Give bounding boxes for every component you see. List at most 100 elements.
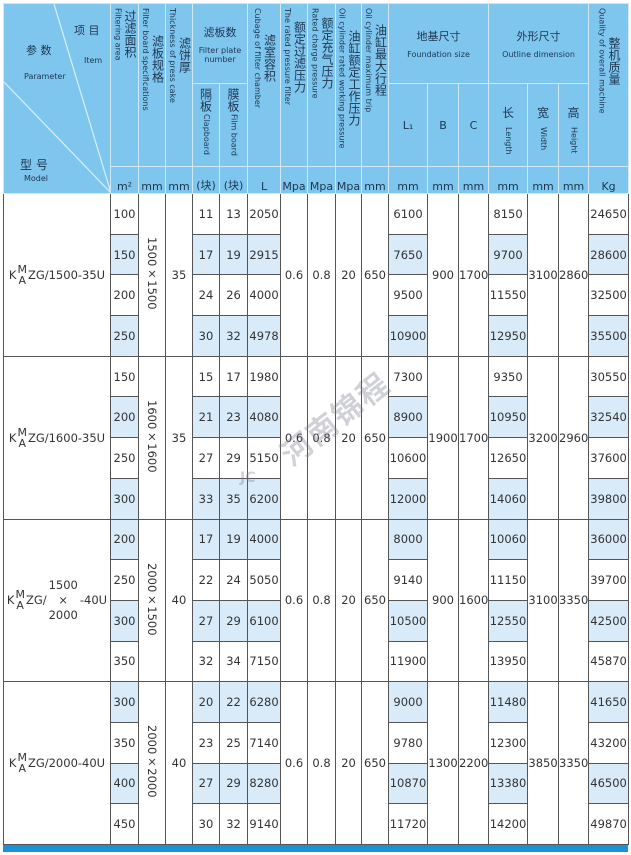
area-cell: 200	[110, 396, 139, 439]
spec-cell: 2000×2000	[138, 681, 166, 845]
col-length: 长 Length	[488, 83, 529, 167]
width-cell: 3100	[527, 518, 560, 683]
film-cell: 13	[218, 193, 249, 235]
col-group-plates: 滤板数 Filter plate number	[191, 3, 249, 84]
table-body: K M A ZG/1500-35U 100 1500×1500 35 11 13 2050 0.6 0…	[3, 193, 630, 845]
b-cell: 900	[427, 193, 460, 357]
col-weight: 整机质量 Quality of overall machine	[588, 3, 630, 167]
model-cell: K M A ZG/1500-35U	[3, 193, 111, 357]
clapboard-cell: 24	[192, 274, 220, 317]
l1-cell: 7650	[388, 233, 429, 276]
length-cell: 10060	[488, 518, 529, 561]
col-c: C	[458, 83, 490, 167]
area-cell: 350	[110, 721, 139, 764]
unit-clapboard: (块)	[192, 166, 220, 194]
film-cell: 25	[218, 721, 249, 764]
table-row: K M A ZG/1500 × 2000 -40U 200 2000×1500 40 17 19 400…	[3, 518, 630, 683]
l1-cell: 9000	[388, 681, 429, 723]
col-l1: L₁	[388, 83, 429, 167]
filter-pressure-cell: 0.6	[280, 681, 309, 845]
film-cell: 26	[218, 274, 249, 317]
unit-area: m²	[110, 166, 139, 194]
table-row: 350 32 34 7150 11900 13950 45870	[4, 640, 630, 683]
l1-cell: 10600	[388, 437, 429, 479]
area-cell: 450	[110, 803, 139, 845]
table-row: 250 30 32 4978 10900 12950 35500	[4, 315, 630, 357]
table-header: 参 数 Parameter 项 目 Item 型 号 Model 过滤面积 Fil…	[3, 3, 630, 194]
film-cell: 32	[218, 803, 249, 845]
film-cell: 32	[218, 315, 249, 357]
l1-cell: 9500	[388, 274, 429, 317]
unit-spec: mm	[138, 166, 166, 194]
unit-thickness: mm	[165, 166, 193, 194]
b-cell: 1300	[427, 681, 460, 845]
col-b: B	[427, 83, 460, 167]
table-row: K M A ZG/1600-35U 150 1600×1600 35 15 17 1980 0.6 0…	[3, 355, 630, 520]
table-row: 300 27 29 6100 10500 12550 42500	[4, 599, 630, 642]
area-cell: 150	[110, 233, 139, 276]
film-cell: 35	[218, 477, 249, 520]
length-cell: 12550	[488, 599, 529, 642]
volume-cell: 4978	[247, 315, 282, 357]
clapboard-cell: 27	[192, 599, 220, 642]
c-cell: 1600	[458, 518, 490, 683]
weight-cell: 39700	[588, 559, 630, 601]
filter-pressure-cell: 0.6	[280, 518, 309, 683]
working-pressure-cell: 20	[335, 355, 363, 520]
unit-height: mm	[558, 166, 590, 194]
clapboard-cell: 22	[192, 559, 220, 601]
clapboard-cell: 33	[192, 477, 220, 520]
col-working-pressure: 油缸额定工作压力 Oil cylinder rated working press…	[335, 3, 363, 167]
filter-pressure-cell: 0.6	[280, 193, 309, 357]
length-cell: 11550	[488, 274, 529, 317]
height-cell: 2860	[558, 193, 590, 357]
area-cell: 200	[110, 518, 139, 561]
unit-l1: mm	[388, 166, 429, 194]
film-cell: 29	[218, 762, 249, 805]
model-label-en: Model	[24, 174, 49, 183]
length-cell: 12650	[488, 437, 529, 479]
area-cell: 400	[110, 762, 139, 805]
thickness-cell: 35	[165, 193, 193, 357]
model-label-zh: 型 号	[20, 158, 48, 172]
unit-width: mm	[527, 166, 560, 194]
weight-cell: 28600	[588, 233, 630, 276]
weight-cell: 36000	[588, 518, 630, 561]
area-cell: 250	[110, 437, 139, 479]
volume-cell: 6100	[247, 599, 282, 642]
charge-pressure-cell: 0.8	[307, 355, 337, 520]
model-name: K M A ZG/1600-35U	[8, 425, 106, 450]
volume-cell: 9140	[247, 803, 282, 845]
spec-cell: 2000×1500	[138, 518, 166, 683]
l1-cell: 8000	[388, 518, 429, 561]
charge-pressure-cell: 0.8	[307, 193, 337, 357]
parameter-label-en: Parameter	[24, 72, 66, 81]
film-cell: 22	[218, 681, 249, 723]
spec-cell: 1600×1600	[138, 355, 166, 520]
l1-cell: 9780	[388, 721, 429, 764]
unit-charge-pressure: Mpa	[307, 166, 337, 194]
trip-cell: 650	[361, 681, 390, 845]
table-row: K M A ZG/2000-40U 300 2000×2000 40 20 22 6280 0.6 0…	[3, 681, 630, 845]
area-cell: 300	[110, 599, 139, 642]
table-row: 250 22 24 5050 9140 11150 39700	[4, 559, 630, 601]
table-row: K M A ZG/1500-35U 100 1500×1500 35 11 13 2050 0.6 0…	[3, 193, 630, 357]
clapboard-cell: 23	[192, 721, 220, 764]
l1-cell: 11720	[388, 803, 429, 845]
film-cell: 19	[218, 233, 249, 276]
col-group-outline: 外形尺寸 Outline dimension	[488, 3, 590, 84]
volume-cell: 7150	[247, 640, 282, 683]
unit-b: mm	[427, 166, 460, 194]
clapboard-cell: 15	[192, 355, 220, 398]
l1-cell: 7300	[388, 355, 429, 398]
item-label-zh: 项 目	[74, 24, 100, 37]
col-clapboard: 隔板 Clapboard	[192, 83, 220, 167]
length-cell: 10950	[488, 396, 529, 439]
unit-filter-pressure: Mpa	[280, 166, 309, 194]
weight-cell: 45870	[588, 640, 630, 683]
working-pressure-cell: 20	[335, 518, 363, 683]
bottom-bar	[3, 845, 628, 852]
model-cell: K M A ZG/1600-35U	[3, 355, 111, 520]
weight-cell: 30550	[588, 355, 630, 398]
volume-cell: 8280	[247, 762, 282, 805]
